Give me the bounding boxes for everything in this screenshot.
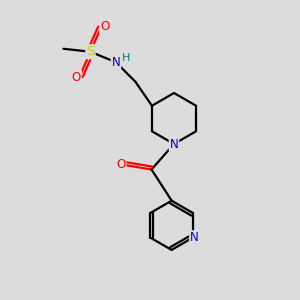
Text: S: S bbox=[86, 45, 94, 58]
Text: O: O bbox=[116, 158, 125, 172]
Text: N: N bbox=[190, 231, 199, 244]
Text: O: O bbox=[100, 20, 109, 33]
Text: H: H bbox=[122, 53, 130, 63]
Text: N: N bbox=[169, 137, 178, 151]
Text: N: N bbox=[112, 56, 120, 69]
Text: O: O bbox=[72, 71, 81, 84]
